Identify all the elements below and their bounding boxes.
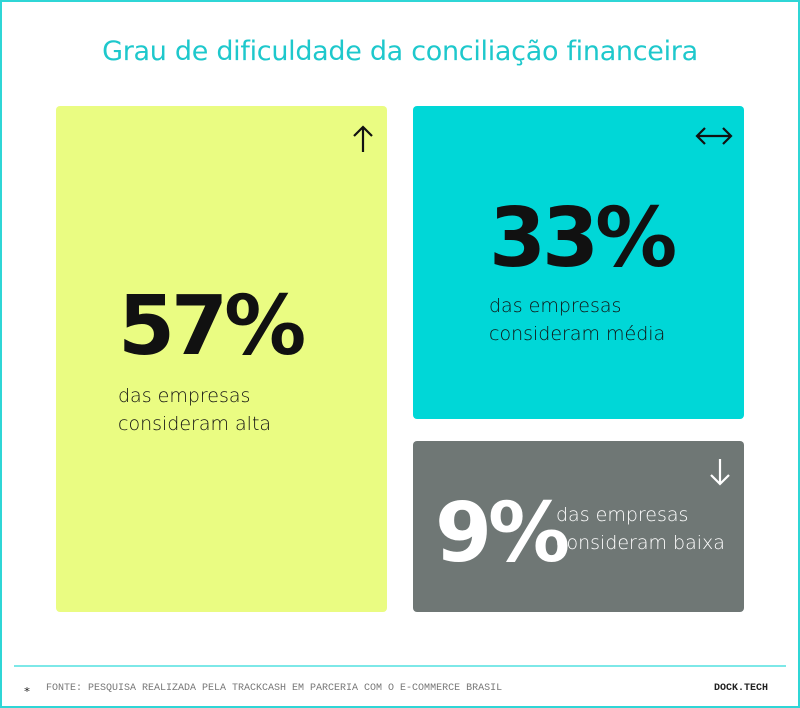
description-line: das empresas <box>118 385 251 407</box>
source-note: FONTE: PESQUISA REALIZADA PELA TRACKCASH… <box>46 683 503 694</box>
percentage-value: 33% <box>489 191 677 286</box>
footer-divider <box>14 665 786 667</box>
description-line: das empresas <box>556 504 689 526</box>
page-title: Grau de dificuldade da conciliação finan… <box>102 36 698 67</box>
brand-label: DOCK.TECH <box>713 683 768 694</box>
card-high: 57% das empresas consideram alta <box>56 106 387 612</box>
percentage-value: 9% <box>435 486 570 581</box>
card-medium: 33% das empresas consideram média <box>413 106 744 419</box>
arrow-down-icon <box>710 459 730 486</box>
asterisk-icon: ⁎ <box>24 682 30 696</box>
description-line: das empresas <box>489 295 622 317</box>
percentage-value: 57% <box>118 279 306 374</box>
description: das empresas consideram baixa <box>556 501 725 557</box>
description-line: consideram média <box>489 323 666 345</box>
description-line: consideram alta <box>118 413 272 435</box>
card-low: 9% das empresas consideram baixa <box>413 441 744 612</box>
description-line: consideram baixa <box>556 532 725 554</box>
description: das empresas consideram alta <box>118 382 271 438</box>
arrow-up-icon <box>353 125 373 152</box>
arrow-left-right-icon <box>695 127 733 145</box>
description: das empresas consideram média <box>489 292 665 348</box>
